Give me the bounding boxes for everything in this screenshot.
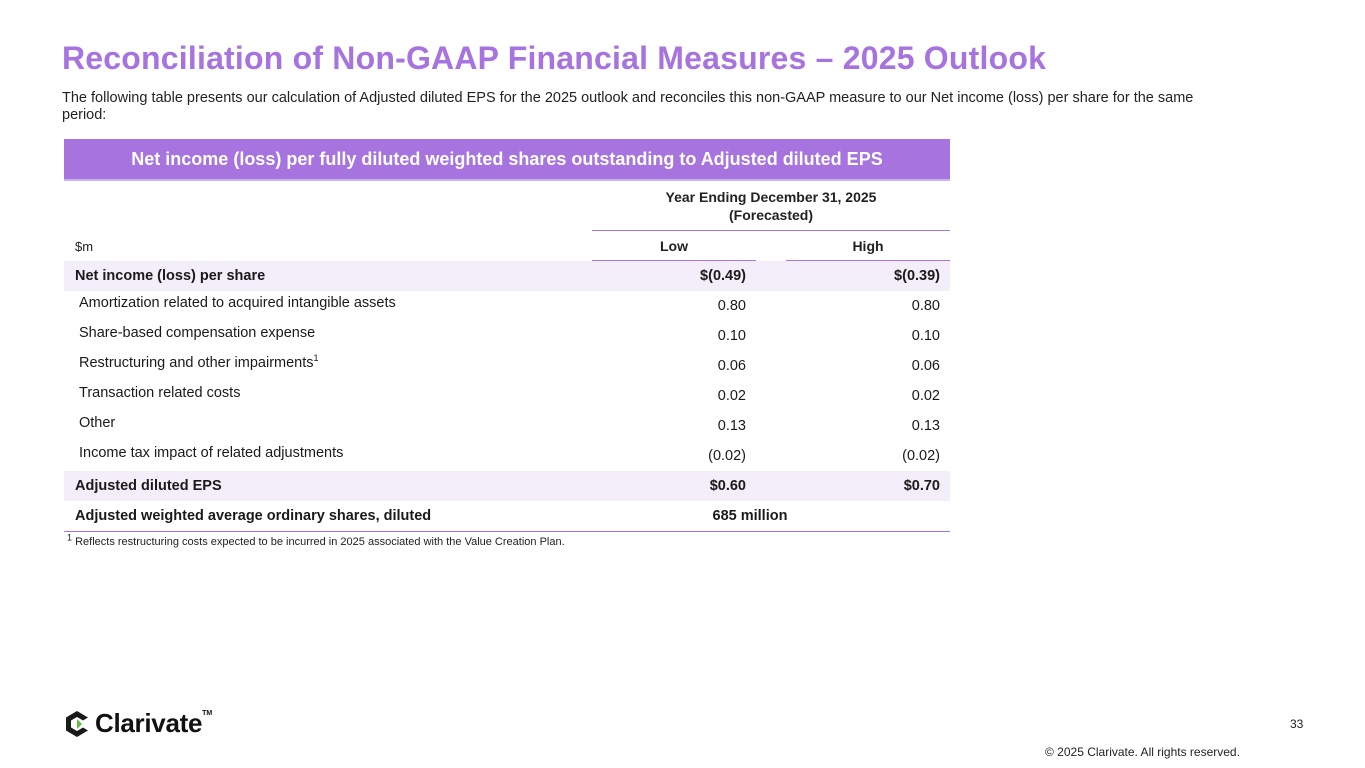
row-value-low: $0.60	[709, 478, 746, 494]
column-divider-high	[786, 260, 950, 261]
logo-trademark: TM	[202, 710, 213, 717]
table-row-amortization: Amortization related to acquired intangi…	[64, 291, 950, 321]
table-row-other: Other 0.13 0.13	[64, 411, 950, 441]
row-label: Net income (loss) per share	[75, 268, 266, 284]
row-value-low: $(0.49)	[700, 268, 746, 284]
table-row-weighted-shares: Adjusted weighted average ordinary share…	[64, 501, 950, 532]
row-label: Adjusted weighted average ordinary share…	[75, 508, 432, 524]
row-value-combined: 685 million	[712, 508, 788, 524]
period-header-line2: (Forecasted)	[728, 207, 814, 223]
row-value-low: 0.10	[717, 328, 746, 344]
row-label: Adjusted diluted EPS	[75, 478, 222, 494]
period-header-line1: Year Ending December 31, 2025	[665, 189, 877, 205]
row-label: Share-based compensation expense	[79, 325, 316, 341]
page-number: 33	[1290, 717, 1304, 731]
row-label: Income tax impact of related adjustments	[79, 445, 344, 461]
period-divider	[592, 230, 950, 231]
row-label-text: Restructuring and other impairments	[79, 355, 314, 371]
row-value-low: 0.02	[717, 388, 746, 404]
clarivate-logo: Clarivate TM	[64, 708, 212, 739]
row-value-high: 0.10	[911, 328, 940, 344]
row-value-high: 0.02	[911, 388, 940, 404]
table-row-share-based-comp: Share-based compensation expense 0.10 0.…	[64, 321, 950, 351]
footnote-mark: 1	[67, 532, 73, 543]
row-value-low: 0.13	[717, 418, 746, 434]
column-divider-low	[592, 260, 756, 261]
intro-text: The following table presents our calcula…	[62, 90, 1194, 123]
copyright-text: © 2025 Clarivate. All rights reserved.	[1045, 745, 1240, 759]
row-label: Amortization related to acquired intangi…	[79, 295, 396, 311]
row-label: Other	[79, 415, 116, 431]
row-value-low: 0.06	[717, 358, 746, 374]
clarivate-logo-icon	[66, 710, 88, 737]
row-value-high: 0.06	[911, 358, 940, 374]
unit-label: $m	[75, 239, 94, 254]
row-label: Transaction related costs	[79, 385, 241, 401]
row-value-high: (0.02)	[902, 448, 940, 464]
table-banner: Net income (loss) per fully diluted weig…	[64, 139, 950, 181]
table-row-restructuring: Restructuring and other impairments1 0.0…	[64, 351, 950, 381]
table-row-net-income: Net income (loss) per share $(0.49) $(0.…	[64, 261, 950, 291]
row-value-high: $(0.39)	[894, 268, 940, 284]
footnote: 1 Reflects restructuring costs expected …	[67, 533, 565, 548]
table-row-adjusted-eps: Adjusted diluted EPS $0.60 $0.70	[64, 471, 950, 501]
column-header-low: Low	[660, 238, 688, 254]
row-value-low: 0.80	[717, 298, 746, 314]
row-value-low: (0.02)	[708, 448, 746, 464]
logo-wordmark: Clarivate	[95, 708, 203, 738]
column-header-high: High	[852, 238, 884, 254]
row-value-high: $0.70	[903, 478, 940, 494]
footnote-text: Reflects restructuring costs expected to…	[75, 536, 565, 548]
table-row-income-tax: Income tax impact of related adjustments…	[64, 441, 950, 471]
table-row-transaction-costs: Transaction related costs 0.02 0.02	[64, 381, 950, 411]
period-header: Year Ending December 31, 2025 (Forecaste…	[592, 188, 950, 224]
row-value-high: 0.80	[911, 298, 940, 314]
row-label: Restructuring and other impairments1	[79, 353, 319, 371]
table-banner-text: Net income (loss) per fully diluted weig…	[131, 148, 883, 169]
footnote-ref: 1	[313, 353, 319, 364]
page-title: Reconciliation of Non-GAAP Financial Mea…	[62, 40, 1047, 76]
row-value-high: 0.13	[911, 418, 940, 434]
